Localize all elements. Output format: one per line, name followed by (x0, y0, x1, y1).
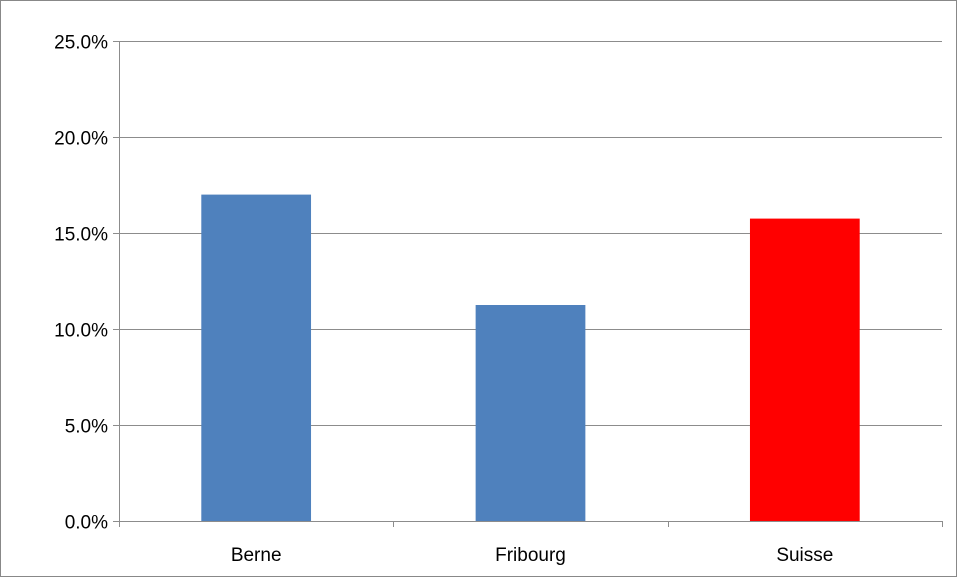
y-tick-label: 0.0% (65, 513, 108, 534)
x-tick-label: Berne (231, 545, 282, 566)
y-tick-label: 25.0% (54, 33, 108, 54)
bar-suisse (749, 218, 860, 521)
y-tick-label: 5.0% (65, 417, 108, 438)
bar-fribourg (475, 305, 586, 521)
y-tick-label: 20.0% (54, 129, 108, 150)
y-tick-labels: 0.0% 5.0% 10.0% 15.0% 20.0% 25.0% (54, 33, 108, 534)
y-tick-label: 10.0% (54, 321, 108, 342)
x-tick-labels: Berne Fribourg Suisse (231, 545, 834, 566)
x-tick-label: Fribourg (495, 545, 566, 566)
y-tick-label: 15.0% (54, 225, 108, 246)
x-tick-label: Suisse (776, 545, 833, 566)
axes (113, 41, 943, 527)
bars (201, 194, 860, 521)
bar-berne (201, 194, 312, 521)
